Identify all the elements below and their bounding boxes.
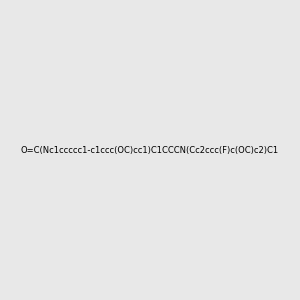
Text: O=C(Nc1ccccc1-c1ccc(OC)cc1)C1CCCN(Cc2ccc(F)c(OC)c2)C1: O=C(Nc1ccccc1-c1ccc(OC)cc1)C1CCCN(Cc2ccc… (21, 146, 279, 154)
